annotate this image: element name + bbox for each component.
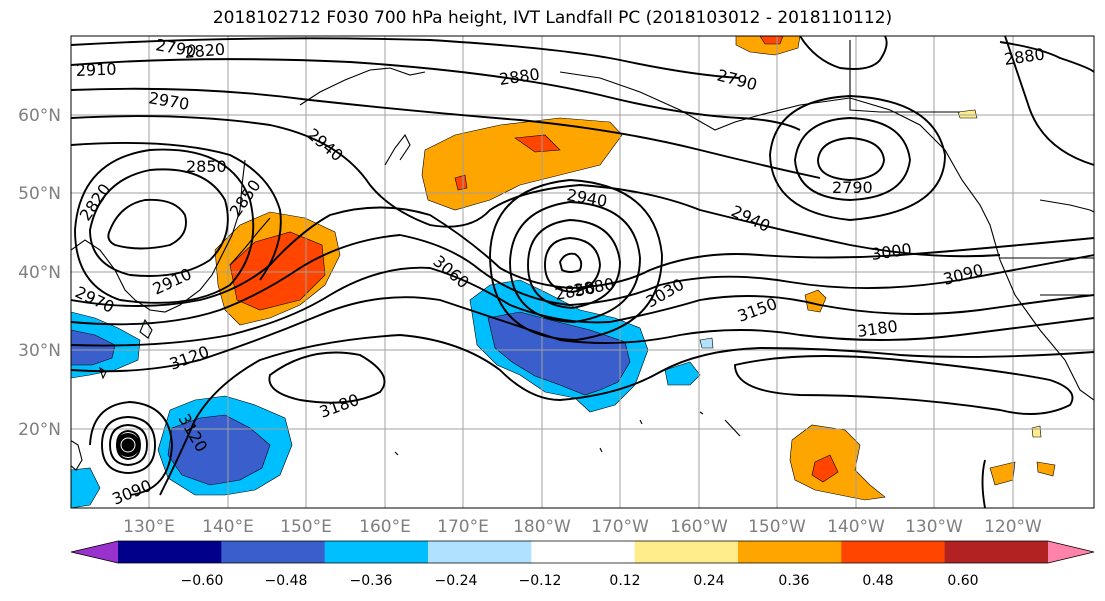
- map-frame: [70, 35, 1095, 509]
- colorbar-segment: [944, 541, 1049, 563]
- ivt-negative-shading: [71, 279, 714, 508]
- lon-label: 130°W: [905, 517, 963, 537]
- longitude-labels: 130°E 140°E 150°E 160°E 170°E 180°W 170°…: [123, 517, 1042, 537]
- colorbar-ticks: −0.60 −0.48 −0.36 −0.24 −0.12 0.12 0.24 …: [181, 573, 979, 589]
- map-title: 2018102712 F030 700 hPa height, IVT Land…: [212, 8, 893, 28]
- lon-label: 130°E: [123, 517, 175, 537]
- lon-label: 160°E: [359, 517, 411, 537]
- lon-label: 170°W: [591, 517, 649, 537]
- colorbar-tick-label: −0.12: [519, 573, 562, 589]
- cyclone-center: [116, 433, 140, 457]
- colorbar-tick-label: 0.24: [693, 573, 724, 589]
- colorbar-tick-label: 0.36: [778, 573, 809, 589]
- colorbar-segment: [841, 541, 946, 563]
- colorbar-segment: [531, 541, 636, 563]
- colorbar-tick-label: −0.36: [350, 573, 393, 589]
- lon-label: 140°E: [202, 517, 254, 537]
- lat-label: 60°N: [18, 106, 61, 126]
- colorbar-tick-label: −0.60: [181, 573, 224, 589]
- colorbar-segment: [118, 541, 222, 563]
- ivt-positive-shading: [214, 36, 1056, 501]
- lon-label: 120°W: [984, 517, 1042, 537]
- colorbar-extend-min: [71, 541, 118, 563]
- colorbar-segment: [738, 541, 842, 563]
- colorbar-segment: [324, 541, 429, 563]
- height-contours: [71, 36, 1094, 508]
- lon-label: 140°W: [827, 517, 885, 537]
- lat-label: 20°N: [18, 420, 61, 440]
- lat-label: 30°N: [18, 341, 61, 361]
- coastlines: [71, 40, 1094, 471]
- colorbar-tick-label: 0.12: [609, 573, 640, 589]
- lon-label: 150°E: [280, 517, 332, 537]
- lon-label: 170°E: [437, 517, 489, 537]
- lon-label: 180°W: [513, 517, 571, 537]
- colorbar-tick-label: −0.48: [265, 573, 308, 589]
- contour-label: 2820: [184, 40, 226, 62]
- lat-label: 50°N: [18, 184, 61, 204]
- latitude-labels: 60°N 50°N 40°N 30°N 20°N: [18, 106, 61, 440]
- colorbar-segment: [634, 541, 739, 563]
- colorbar-extend-max: [1048, 541, 1094, 563]
- colorbar-tick-label: 0.60: [947, 573, 978, 589]
- lon-label: 150°W: [748, 517, 806, 537]
- colorbar: [70, 540, 1095, 564]
- colorbar-segment: [428, 541, 532, 563]
- contour-label: 2790: [832, 178, 873, 197]
- contour-label: 2910: [75, 60, 116, 80]
- contour-label: 2850: [186, 157, 227, 176]
- lon-label: 160°W: [670, 517, 728, 537]
- colorbar-tick-label: −0.24: [435, 573, 478, 589]
- lat-label: 40°N: [18, 263, 61, 283]
- map-plot-area: 2790 2820 2910 2970 2850 2940 2850 2820 …: [71, 36, 1094, 508]
- colorbar-segment: [221, 541, 326, 563]
- colorbar-outline: [70, 540, 1095, 564]
- colorbar-tick-label: 0.48: [862, 573, 893, 589]
